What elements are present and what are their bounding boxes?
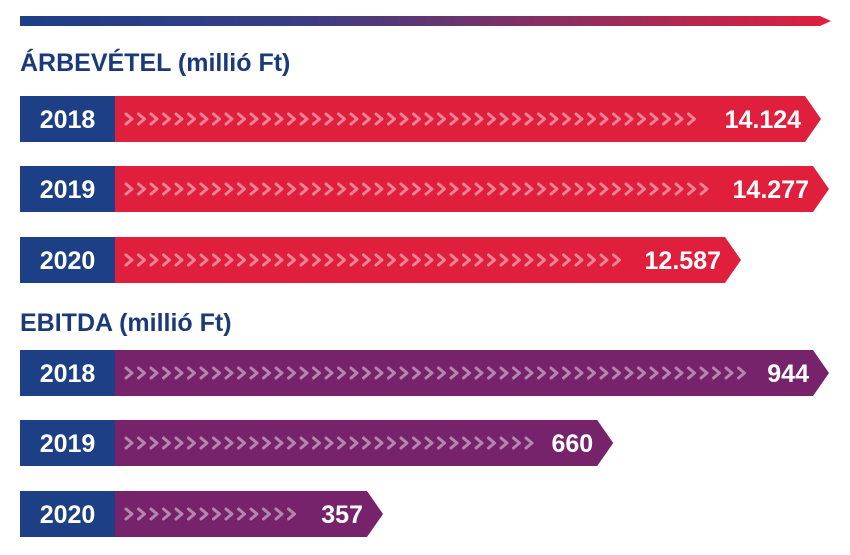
ebitda-bar [115,491,383,537]
ebitda-value-label: 357 [321,501,363,529]
ebitda-bar-chevrons [124,436,534,450]
revenue-year-box [20,96,115,142]
revenue-bar-chevrons [124,253,621,267]
revenue-value-label: 12.587 [645,247,721,275]
ebitda-bar [115,420,614,466]
revenue-year-box [20,237,115,283]
revenue-year-label: 2018 [40,106,96,134]
revenue-year-box [20,166,115,212]
revenue-value-label: 14.277 [733,176,809,204]
ebitda-year-label: 2018 [40,360,96,388]
revenue-section-title: ÁRBEVÉTEL (millió Ft) [20,49,291,77]
revenue-value-label: 14.124 [725,106,802,134]
ebitda-year-box [20,350,115,396]
revenue-bar [115,96,822,142]
ebitda-year-box [20,420,115,466]
ebitda-year-box [20,491,115,537]
ebitda-year-label: 2019 [40,430,96,458]
ebitda-bar-chevrons [124,507,296,521]
revenue-bar [115,166,829,212]
revenue-bar-chevrons [124,182,709,196]
ebitda-bar [115,350,829,396]
revenue-year-label: 2020 [40,247,96,275]
top-gradient-arrow [20,16,831,26]
ebitda-section-title: EBITDA (millió Ft) [20,309,232,337]
revenue-bar-chevrons [124,112,696,126]
ebitda-value-label: 660 [551,430,593,458]
revenue-bar [115,237,741,283]
ebitda-bar-chevrons [124,366,746,380]
revenue-year-label: 2019 [40,176,96,204]
ebitda-year-label: 2020 [40,501,96,529]
ebitda-value-label: 944 [767,360,809,388]
